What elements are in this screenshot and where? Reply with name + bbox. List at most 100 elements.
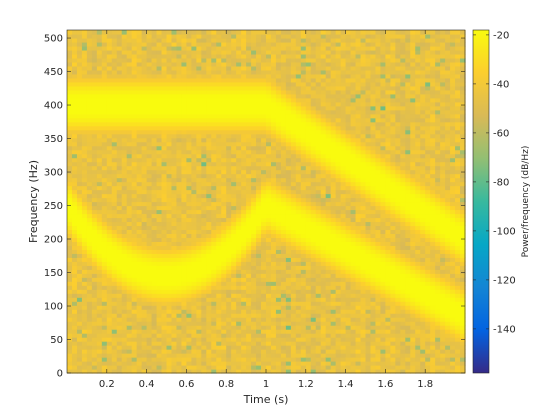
heatmap-cell bbox=[76, 269, 83, 274]
heatmap-cell bbox=[280, 277, 287, 282]
heatmap-cell bbox=[315, 349, 322, 354]
heatmap-cell bbox=[231, 285, 237, 290]
heatmap-cell bbox=[91, 181, 98, 187]
heatmap-cell bbox=[335, 37, 342, 43]
heatmap-cell bbox=[81, 141, 88, 147]
heatmap-cell bbox=[246, 229, 252, 235]
heatmap-cell bbox=[290, 81, 297, 87]
heatmap-cell bbox=[231, 353, 237, 358]
heatmap-cell bbox=[191, 321, 197, 326]
heatmap-cell bbox=[340, 97, 347, 103]
heatmap-cell bbox=[101, 297, 108, 302]
heatmap-cell bbox=[275, 169, 282, 175]
heatmap-cell bbox=[216, 129, 222, 135]
heatmap-cell bbox=[295, 337, 302, 342]
heatmap-cell bbox=[76, 153, 83, 159]
heatmap-cell bbox=[340, 145, 347, 151]
heatmap-cell bbox=[191, 285, 197, 290]
heatmap-cell bbox=[305, 237, 312, 242]
heatmap-cell bbox=[340, 33, 347, 39]
heatmap-cell bbox=[196, 37, 202, 43]
heatmap-cell bbox=[251, 30, 257, 35]
heatmap-cell bbox=[300, 277, 307, 282]
heatmap-cell bbox=[290, 109, 297, 115]
heatmap-cell bbox=[126, 309, 133, 314]
heatmap-cell bbox=[226, 333, 232, 338]
heatmap-cell bbox=[206, 121, 212, 127]
heatmap-cell bbox=[71, 317, 78, 322]
heatmap-cell bbox=[241, 277, 247, 282]
heatmap-cell bbox=[106, 221, 113, 227]
heatmap-cell bbox=[176, 189, 183, 195]
heatmap-cell bbox=[226, 173, 232, 179]
heatmap-cell bbox=[186, 241, 192, 246]
heatmap-cell bbox=[181, 89, 187, 95]
heatmap-cell bbox=[305, 109, 312, 115]
heatmap-cell bbox=[101, 265, 108, 270]
heatmap-cell bbox=[310, 237, 317, 242]
heatmap-cell bbox=[340, 301, 347, 306]
heatmap-cell bbox=[161, 97, 168, 103]
heatmap-cell bbox=[86, 45, 93, 51]
heatmap-cell bbox=[320, 225, 327, 231]
heatmap-cell bbox=[86, 181, 93, 187]
heatmap-cell bbox=[196, 269, 202, 274]
heatmap-cell bbox=[181, 73, 187, 79]
heatmap-cell bbox=[221, 297, 227, 302]
heatmap-cell bbox=[241, 357, 247, 362]
heatmap-cell bbox=[111, 333, 118, 338]
heatmap-cell bbox=[256, 289, 262, 294]
heatmap-cell bbox=[141, 85, 148, 91]
heatmap-cell bbox=[241, 197, 247, 203]
heatmap-cell bbox=[151, 353, 158, 358]
heatmap-cell bbox=[280, 117, 287, 123]
heatmap-cell bbox=[176, 265, 183, 270]
heatmap-cell bbox=[261, 177, 267, 183]
heatmap-cell bbox=[246, 41, 252, 47]
heatmap-cell bbox=[81, 125, 88, 131]
heatmap-cell bbox=[176, 133, 183, 139]
heatmap-cell bbox=[96, 253, 103, 258]
heatmap-cell bbox=[335, 345, 342, 350]
heatmap-cell bbox=[181, 41, 187, 47]
heatmap-cell bbox=[111, 241, 118, 246]
heatmap-cell bbox=[161, 341, 168, 346]
heatmap-cell bbox=[280, 33, 287, 39]
heatmap-cell bbox=[131, 217, 138, 223]
heatmap-cell bbox=[131, 169, 138, 175]
heatmap-cell bbox=[350, 305, 357, 310]
heatmap-cell bbox=[96, 57, 103, 63]
heatmap-cell bbox=[300, 165, 307, 171]
heatmap-cell bbox=[196, 313, 202, 318]
heatmap-cell bbox=[96, 361, 103, 366]
heatmap-cell bbox=[305, 317, 312, 322]
heatmap-cell bbox=[290, 61, 297, 67]
heatmap-cell bbox=[91, 177, 98, 183]
heatmap-cell bbox=[261, 161, 267, 167]
heatmap-cell bbox=[310, 165, 317, 171]
heatmap-cell bbox=[300, 121, 307, 127]
heatmap-cell bbox=[231, 341, 237, 346]
heatmap-cell bbox=[211, 237, 217, 242]
heatmap-cell bbox=[256, 117, 262, 123]
heatmap-cell bbox=[91, 273, 98, 278]
heatmap-cell bbox=[96, 109, 103, 115]
heatmap-cell bbox=[231, 365, 237, 370]
heatmap-cell bbox=[305, 49, 312, 55]
heatmap-cell bbox=[131, 161, 138, 167]
heatmap-cell bbox=[305, 105, 312, 111]
heatmap-cell bbox=[116, 333, 123, 338]
heatmap-cell bbox=[146, 201, 153, 207]
heatmap-cell bbox=[285, 89, 292, 95]
heatmap-cell bbox=[81, 225, 88, 231]
heatmap-cell bbox=[86, 165, 93, 171]
heatmap-cell bbox=[216, 173, 222, 179]
heatmap-cell bbox=[211, 217, 217, 223]
heatmap-cell bbox=[141, 249, 148, 254]
heatmap-cell bbox=[101, 173, 108, 179]
heatmap-cell bbox=[96, 37, 103, 43]
heatmap-cell bbox=[171, 349, 178, 354]
heatmap-cell bbox=[270, 305, 277, 310]
heatmap-cell bbox=[345, 265, 352, 270]
heatmap-cell bbox=[315, 261, 322, 266]
